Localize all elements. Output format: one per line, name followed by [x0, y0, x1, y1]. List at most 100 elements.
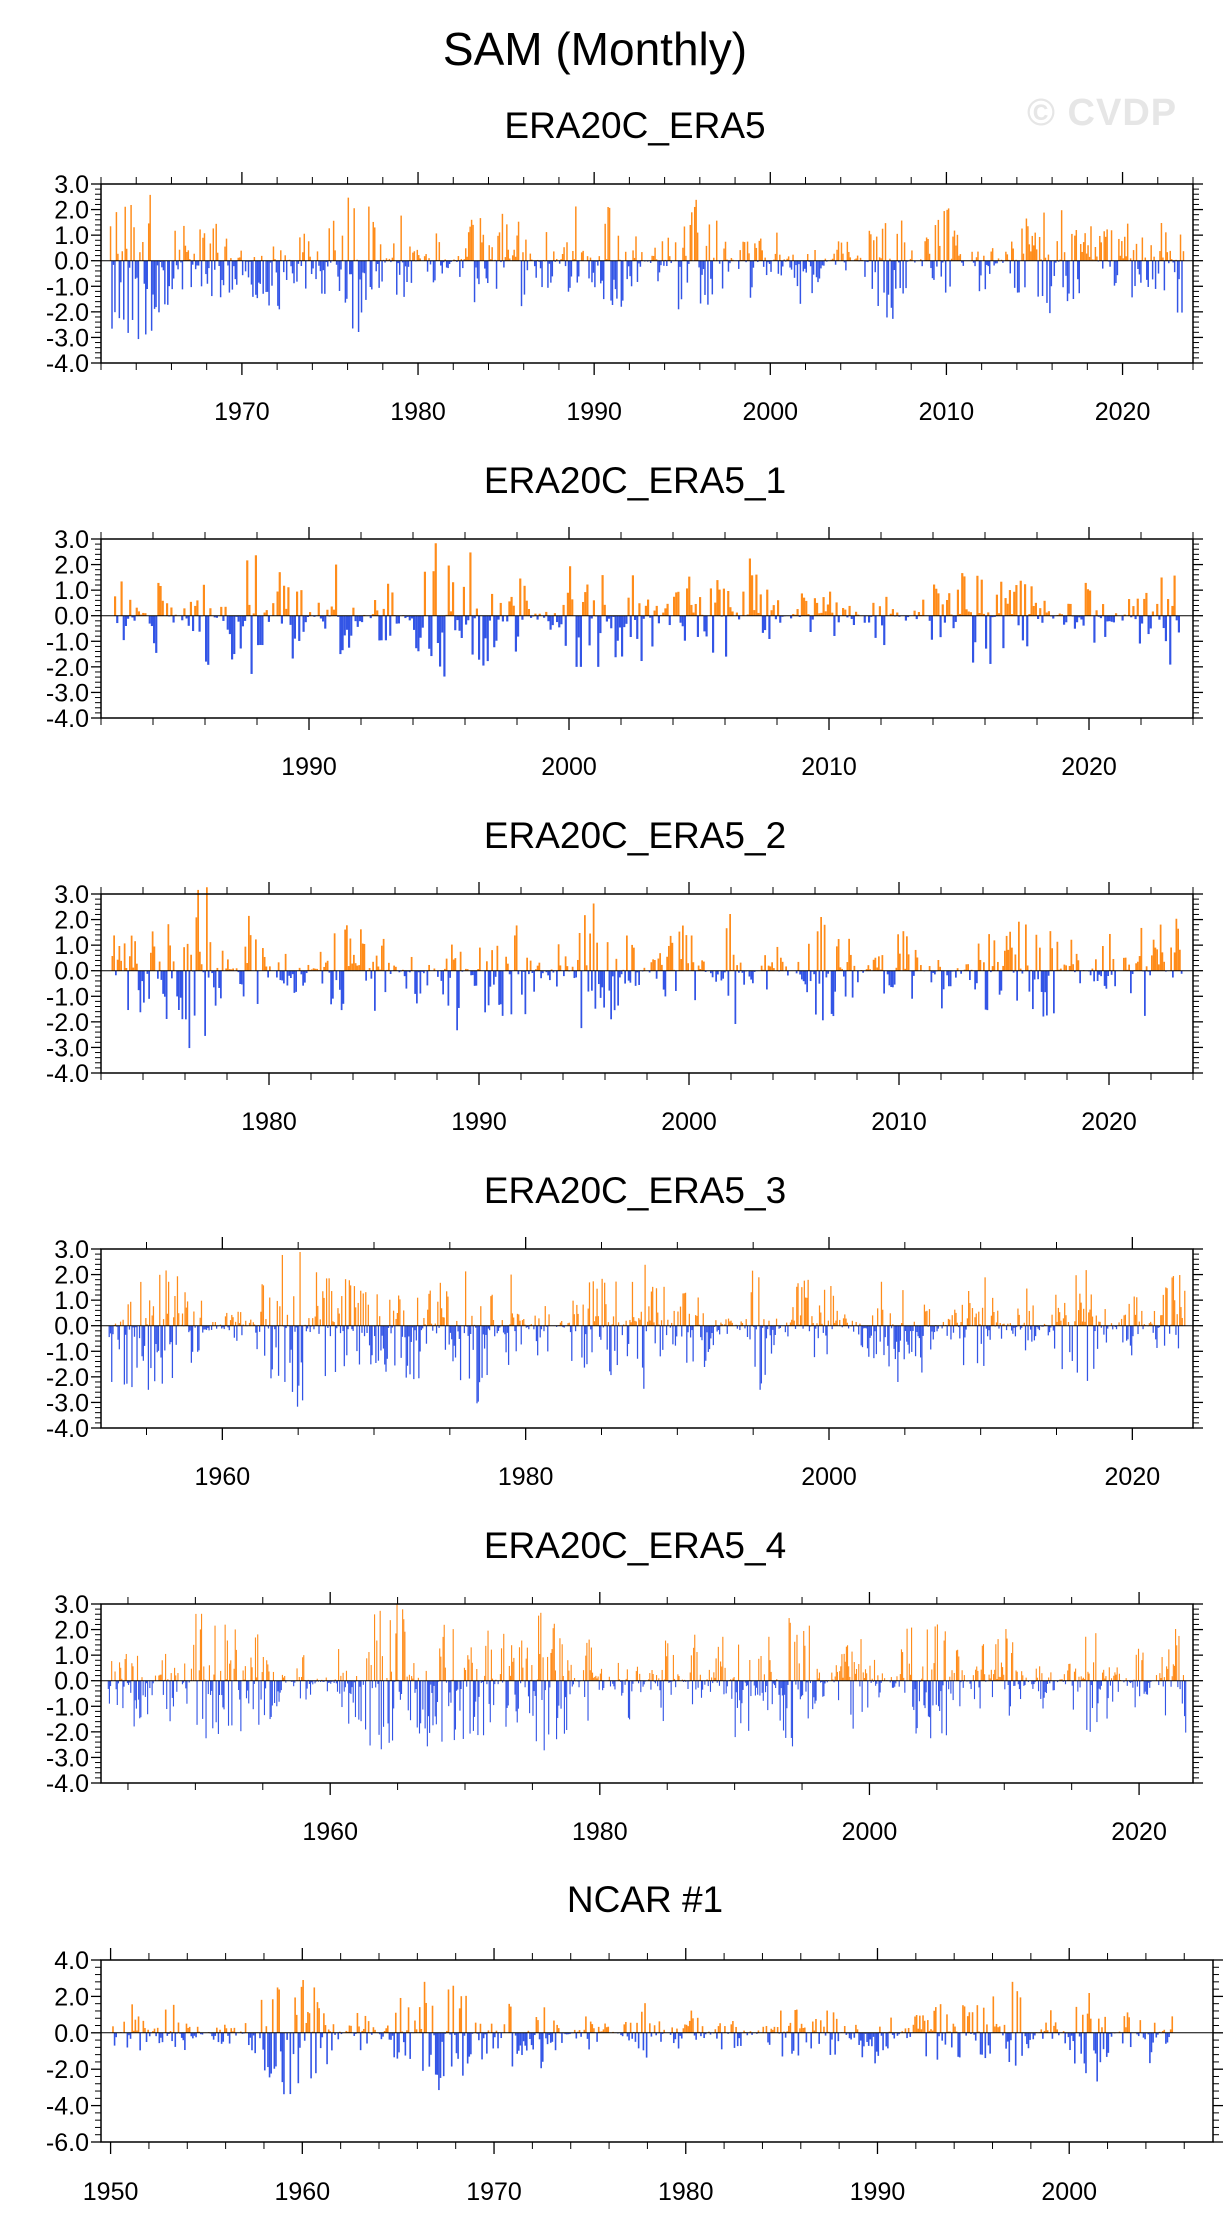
data-bar [265, 1319, 267, 1326]
data-bar [868, 1325, 870, 1357]
data-bar [789, 260, 791, 268]
data-bar [328, 228, 330, 261]
data-bar [936, 2032, 939, 2060]
data-bar [1122, 1325, 1124, 1343]
data-bar [636, 970, 639, 973]
data-bar [553, 2020, 555, 2033]
data-bar [626, 935, 628, 971]
data-bar [1021, 615, 1024, 641]
data-bar [1047, 611, 1050, 616]
data-bar [142, 1680, 144, 1696]
data-bar [1128, 599, 1131, 616]
data-bar [521, 615, 524, 620]
data-bar [1102, 2032, 1105, 2050]
data-bar [270, 1325, 272, 1379]
data-bar [949, 1676, 951, 1681]
data-bar [1161, 2031, 1164, 2033]
data-bar [280, 615, 283, 624]
data-bar [143, 970, 145, 1003]
data-bar [758, 240, 761, 261]
data-bar [997, 2027, 999, 2033]
data-bar [816, 1668, 818, 1681]
data-bar [551, 260, 554, 277]
data-bar [590, 1325, 592, 1330]
data-bar [1173, 260, 1176, 273]
data-bar [387, 1680, 389, 1724]
data-bar [551, 1649, 553, 1681]
data-bar [511, 1313, 514, 1326]
data-bar [363, 2028, 365, 2033]
data-bar [662, 1680, 664, 1722]
data-bar [500, 970, 502, 1005]
data-bar [441, 1680, 443, 1742]
data-bar [893, 1325, 895, 1349]
data-bar [147, 2029, 149, 2033]
data-bar [993, 260, 995, 266]
data-bar [603, 1680, 605, 1688]
data-bar [951, 1315, 953, 1326]
data-bar [188, 970, 191, 1049]
data-bar [970, 2032, 972, 2034]
data-bar [663, 260, 665, 266]
data-bar [326, 609, 329, 616]
data-bar [801, 970, 803, 980]
data-bar [228, 2032, 231, 2044]
data-bar [638, 970, 640, 985]
data-bar [620, 1680, 622, 1682]
data-bar [1094, 2032, 1097, 2054]
data-bar [754, 1325, 756, 1367]
data-bar [525, 1658, 527, 1681]
data-bar [438, 242, 441, 261]
data-bar [764, 615, 767, 631]
data-bar [1164, 615, 1167, 642]
data-bar [930, 260, 932, 269]
data-bar [142, 612, 145, 616]
data-bar [269, 260, 272, 263]
data-bar [879, 2026, 881, 2033]
data-bar [746, 1325, 749, 1337]
data-bar [249, 260, 251, 262]
data-bar [501, 213, 504, 261]
data-bar [518, 2032, 520, 2051]
data-bar [138, 1680, 140, 1700]
data-bar [1072, 1680, 1074, 1710]
data-bar [729, 1321, 731, 1326]
data-bar [768, 615, 771, 639]
data-bar [721, 1666, 723, 1681]
data-bar [668, 615, 671, 626]
data-bar [1182, 1675, 1185, 1681]
data-bar [866, 2032, 868, 2042]
data-bar [181, 970, 184, 1020]
data-bar [636, 1666, 639, 1681]
data-bar [708, 1325, 711, 1350]
data-bar [813, 1680, 815, 1698]
data-bar [323, 2013, 325, 2033]
data-bar [596, 1288, 598, 1326]
data-bar [343, 615, 346, 636]
data-bar [1158, 1680, 1160, 1686]
data-bar [394, 1325, 396, 1366]
data-bar [1012, 1325, 1014, 1334]
data-bar [535, 969, 537, 971]
data-bar [971, 2012, 974, 2033]
data-bar [1076, 1325, 1078, 1373]
data-bar [164, 1325, 166, 1351]
data-bar [149, 1680, 151, 1689]
data-bar [540, 970, 542, 979]
data-bar [659, 953, 661, 971]
data-bar [227, 1325, 229, 1328]
data-bar [980, 260, 982, 276]
data-bar [786, 258, 788, 261]
data-bar [702, 260, 705, 270]
data-bar [227, 260, 229, 266]
data-bar [636, 260, 639, 282]
data-bar [809, 1680, 812, 1684]
data-bar [1131, 1680, 1133, 1682]
data-bar [1061, 1679, 1063, 1681]
data-bar [634, 2032, 637, 2042]
data-bar [989, 1678, 991, 1681]
y-tick-label: -1.0 [46, 1693, 89, 1721]
data-bar [220, 606, 223, 616]
data-bar [1099, 2032, 1102, 2063]
data-bar [762, 1325, 764, 1328]
